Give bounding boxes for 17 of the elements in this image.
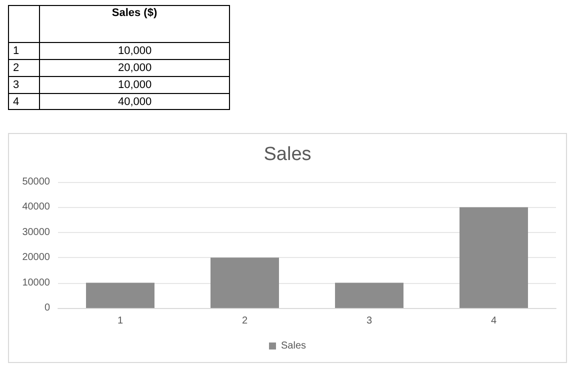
x-tick-label: 3 [366,316,372,326]
chart-title: Sales [264,144,312,165]
y-tick-label: 0 [44,302,50,314]
x-tick-label: 2 [242,316,248,326]
y-tick-label: 20000 [22,252,50,264]
text: Sales ($) [110,7,158,19]
category-label: 1 10,000 [13,45,152,57]
category-label: 2 20,000 [13,62,152,74]
x-tick-label: 4 [490,316,497,326]
x-tick-label: 1 [117,316,124,326]
category-label: 4 40,000 [13,96,152,108]
y-tick-label: 30000 [22,226,50,238]
category-label: 3 10,000 [13,79,152,91]
legend-label: Sales [280,340,306,352]
y-tick-label: 10000 [22,277,50,288]
y-tick-label: 50000 [22,176,50,188]
y-tick-label: 40000 [22,202,50,213]
